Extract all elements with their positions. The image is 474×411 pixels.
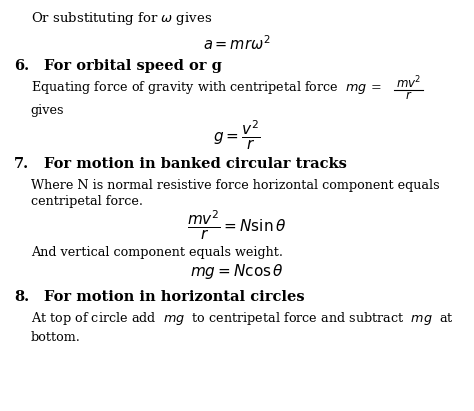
Text: $\dfrac{mv^2}{r} = N \sin \theta$: $\dfrac{mv^2}{r} = N \sin \theta$ [187, 208, 287, 242]
Text: For motion in horizontal circles: For motion in horizontal circles [44, 290, 305, 304]
Text: $g = \dfrac{v^2}{r}$: $g = \dfrac{v^2}{r}$ [213, 119, 261, 152]
Text: gives: gives [31, 104, 64, 118]
Text: centripetal force.: centripetal force. [31, 195, 143, 208]
Text: And vertical component equals weight.: And vertical component equals weight. [31, 246, 283, 259]
Text: $mg = N \cos \theta$: $mg = N \cos \theta$ [190, 262, 284, 281]
Text: For orbital speed or g: For orbital speed or g [44, 59, 222, 73]
Text: $mv^2$: $mv^2$ [396, 75, 421, 91]
Text: For motion in banked circular tracks: For motion in banked circular tracks [44, 157, 347, 171]
Text: Or substituting for $\omega$ gives: Or substituting for $\omega$ gives [31, 10, 212, 27]
Text: 6.: 6. [14, 59, 29, 73]
Text: bottom.: bottom. [31, 330, 81, 344]
Text: Where N is normal resistive force horizontal component equals: Where N is normal resistive force horizo… [31, 179, 439, 192]
Text: $r$: $r$ [405, 89, 412, 102]
Text: $a = mr\omega^2$: $a = mr\omega^2$ [203, 34, 271, 53]
Text: 8.: 8. [14, 290, 29, 304]
Text: At top of circle add  $mg$  to centripetal force and subtract  $mg$  at: At top of circle add $mg$ to centripetal… [31, 310, 454, 328]
Text: Equating force of gravity with centripetal force  $mg$ =: Equating force of gravity with centripet… [31, 79, 381, 96]
Text: 7.: 7. [14, 157, 29, 171]
